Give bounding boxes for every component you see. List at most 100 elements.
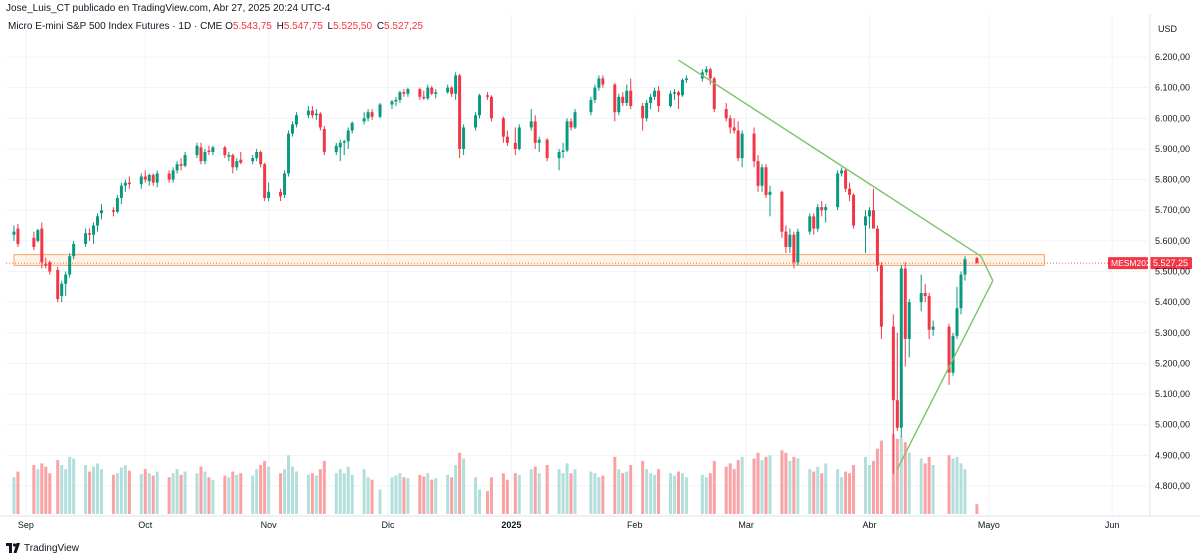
tradingview-footer[interactable]: TradingView: [6, 540, 79, 556]
candle[interactable]: [653, 87, 657, 100]
candle[interactable]: [732, 118, 736, 134]
candle[interactable]: [565, 118, 569, 152]
candle[interactable]: [84, 228, 88, 247]
candle[interactable]: [625, 84, 629, 107]
candle[interactable]: [724, 102, 728, 122]
candle[interactable]: [740, 130, 744, 168]
candle[interactable]: [263, 162, 267, 202]
candle[interactable]: [963, 256, 967, 281]
candle[interactable]: [334, 142, 338, 156]
candle[interactable]: [430, 86, 434, 96]
candle[interactable]: [426, 84, 430, 100]
ascending-trendline[interactable]: [896, 280, 994, 470]
candle[interactable]: [111, 207, 115, 217]
candle[interactable]: [338, 139, 342, 162]
candle[interactable]: [489, 95, 493, 122]
candle[interactable]: [207, 145, 211, 156]
candle[interactable]: [517, 124, 521, 151]
candle[interactable]: [139, 173, 143, 189]
candle[interactable]: [485, 92, 489, 100]
candle[interactable]: [398, 90, 402, 103]
candle[interactable]: [199, 142, 203, 165]
candle[interactable]: [123, 179, 127, 192]
candle[interactable]: [672, 89, 676, 100]
candle[interactable]: [267, 182, 271, 202]
candle[interactable]: [100, 204, 103, 220]
candle[interactable]: [155, 170, 159, 188]
candle[interactable]: [40, 222, 44, 269]
candle[interactable]: [450, 86, 454, 97]
candle[interactable]: [816, 204, 820, 232]
candle[interactable]: [350, 121, 354, 134]
candle[interactable]: [788, 228, 792, 254]
candle[interactable]: [796, 228, 800, 266]
candle[interactable]: [454, 72, 458, 100]
candle[interactable]: [115, 194, 119, 214]
candle[interactable]: [318, 112, 322, 131]
candle[interactable]: [927, 292, 931, 339]
candle[interactable]: [314, 109, 318, 120]
candle[interactable]: [923, 283, 927, 303]
candle[interactable]: [370, 109, 374, 120]
candle[interactable]: [955, 286, 959, 339]
candle[interactable]: [462, 124, 466, 156]
candle[interactable]: [891, 314, 895, 474]
candle[interactable]: [669, 90, 673, 108]
candle[interactable]: [760, 164, 764, 192]
candle[interactable]: [446, 84, 450, 94]
candle[interactable]: [322, 125, 326, 156]
candle[interactable]: [183, 151, 187, 168]
candle[interactable]: [56, 266, 60, 303]
candle[interactable]: [362, 112, 366, 125]
candle[interactable]: [907, 299, 911, 358]
candle[interactable]: [545, 138, 549, 162]
candle[interactable]: [64, 271, 68, 297]
candle[interactable]: [704, 66, 708, 76]
candle[interactable]: [394, 96, 398, 107]
connector-line[interactable]: [980, 255, 994, 281]
candle[interactable]: [836, 170, 840, 211]
candle[interactable]: [505, 130, 509, 146]
candle[interactable]: [931, 320, 935, 336]
candle[interactable]: [820, 201, 824, 217]
candle[interactable]: [557, 148, 561, 171]
symbol-legend[interactable]: Micro E-mini S&P 500 Index Futures · 1D …: [8, 21, 425, 32]
candle[interactable]: [406, 87, 410, 97]
candle[interactable]: [287, 130, 291, 177]
candle[interactable]: [684, 75, 688, 84]
candle[interactable]: [88, 228, 92, 241]
candle[interactable]: [533, 115, 537, 149]
candle[interactable]: [752, 127, 756, 168]
candle[interactable]: [402, 89, 406, 97]
candle[interactable]: [764, 164, 768, 198]
candle[interactable]: [291, 121, 294, 137]
candle[interactable]: [871, 188, 875, 229]
candle[interactable]: [844, 168, 848, 192]
candle[interactable]: [175, 161, 179, 174]
candle[interactable]: [251, 155, 255, 165]
candle[interactable]: [96, 213, 100, 232]
candle[interactable]: [903, 262, 907, 367]
candle[interactable]: [127, 176, 131, 189]
candle[interactable]: [589, 96, 593, 116]
candle[interactable]: [342, 139, 346, 156]
candle[interactable]: [895, 332, 899, 431]
candle[interactable]: [72, 240, 76, 260]
candle[interactable]: [597, 75, 601, 91]
candle[interactable]: [434, 89, 438, 99]
candle[interactable]: [294, 112, 298, 128]
candle[interactable]: [231, 153, 235, 174]
candle[interactable]: [147, 173, 151, 186]
candle[interactable]: [676, 90, 680, 110]
support-zone[interactable]: [13, 254, 1046, 266]
candle[interactable]: [179, 158, 183, 171]
candle[interactable]: [422, 90, 426, 100]
candle[interactable]: [458, 73, 462, 159]
candle[interactable]: [235, 158, 239, 171]
candle[interactable]: [629, 78, 633, 110]
candle[interactable]: [283, 170, 287, 198]
candle[interactable]: [167, 170, 171, 183]
candle[interactable]: [561, 142, 565, 159]
candle[interactable]: [728, 115, 732, 134]
candle[interactable]: [848, 182, 852, 202]
